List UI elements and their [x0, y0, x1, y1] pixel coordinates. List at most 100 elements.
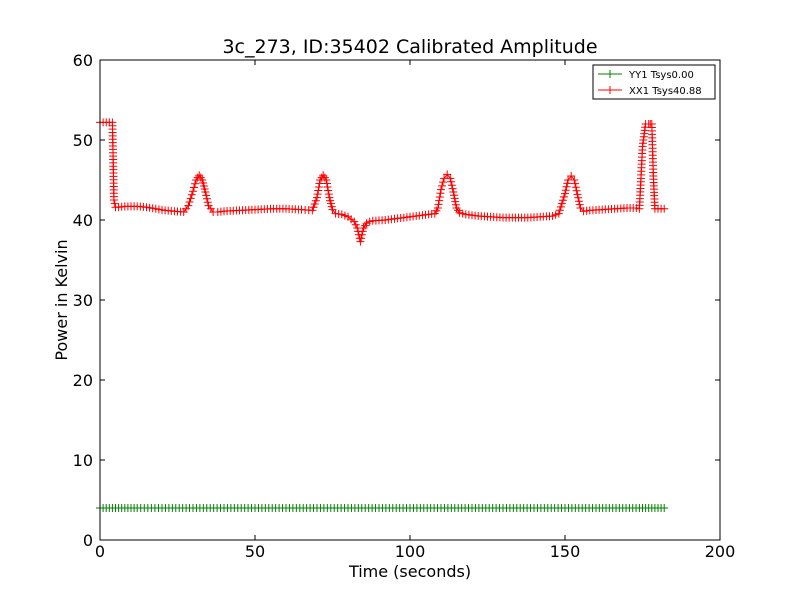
data-marker [561, 186, 570, 195]
y-tick-label: 0 [83, 531, 93, 550]
data-marker [660, 204, 669, 213]
data-marker [554, 209, 563, 218]
data-marker [313, 193, 321, 202]
data-marker [308, 206, 317, 215]
data-marker [190, 183, 199, 192]
x-tick-label: 0 [95, 542, 105, 561]
data-marker [575, 200, 584, 209]
data-marker [313, 190, 322, 199]
data-marker [187, 190, 196, 199]
y-tick-label: 20 [73, 371, 93, 390]
data-marker [436, 189, 445, 198]
data-marker [660, 504, 669, 512]
data-marker [184, 201, 193, 210]
data-marker [191, 179, 200, 188]
data-marker [573, 190, 582, 199]
data-marker [571, 179, 580, 188]
data-marker [434, 200, 443, 209]
y-tick-label: 60 [73, 51, 93, 70]
data-marker [351, 220, 360, 229]
data-marker [435, 192, 444, 201]
legend-marker [606, 86, 614, 94]
data-marker [447, 177, 456, 186]
data-marker [446, 174, 455, 183]
series-yy1 [96, 504, 669, 512]
data-marker [203, 198, 212, 207]
data-marker [556, 202, 565, 211]
data-marker [110, 199, 119, 208]
plot-background [100, 60, 720, 540]
x-tick-label: 100 [395, 542, 426, 561]
data-marker [447, 181, 456, 190]
x-tick-label: 150 [550, 542, 581, 561]
data-marker [571, 183, 580, 192]
data-marker [202, 194, 211, 203]
data-marker [555, 206, 564, 215]
data-marker [574, 197, 583, 206]
data-marker [570, 176, 579, 184]
chart-title: 3c_273, ID:35402 Calibrated Amplitude [222, 36, 597, 58]
y-tick-label: 50 [73, 131, 93, 150]
data-marker [450, 191, 459, 200]
data-marker [310, 200, 319, 208]
data-marker [311, 196, 320, 205]
axes-frame [99, 59, 721, 541]
data-marker [322, 179, 331, 188]
data-marker [315, 179, 324, 188]
data-marker [186, 194, 195, 203]
data-marker [356, 237, 365, 246]
data-marker [314, 183, 323, 192]
data-marker [572, 186, 581, 195]
data-marker [558, 196, 567, 205]
data-marker [574, 193, 583, 202]
legend-marker [606, 70, 614, 78]
data-marker [433, 204, 442, 212]
data-marker [559, 192, 568, 201]
legend-label: YY1 Tsys0.00 [628, 70, 694, 81]
data-marker [450, 194, 459, 203]
series-xx1 [96, 118, 669, 246]
y-tick-label: 10 [73, 451, 93, 470]
y-axis-title: Power in Kelvin [52, 239, 71, 360]
data-marker [189, 187, 197, 196]
legend-frame [592, 64, 716, 100]
data-marker [201, 188, 210, 196]
data-marker [324, 190, 333, 199]
data-marker [451, 197, 460, 206]
series-layer [96, 118, 669, 512]
data-marker [324, 186, 333, 195]
x-tick-label: 200 [705, 542, 736, 561]
x-tick-label: 50 [245, 542, 265, 561]
data-marker [449, 188, 458, 196]
data-marker [314, 186, 323, 195]
x-axis-title: Time (seconds) [348, 562, 471, 581]
data-marker [451, 200, 460, 209]
data-marker [438, 181, 447, 190]
data-marker [435, 196, 444, 205]
data-marker [357, 234, 366, 243]
data-marker [109, 196, 118, 204]
data-marker [437, 185, 445, 194]
data-marker [439, 178, 448, 187]
y-tick-label: 30 [73, 291, 93, 310]
legend-entry: YY1 Tsys0.00 [598, 70, 694, 81]
data-marker [358, 227, 367, 236]
y-tick-label: 40 [73, 211, 93, 230]
data-marker [561, 189, 569, 198]
data-marker [563, 179, 572, 188]
data-marker [557, 199, 566, 208]
data-marker [309, 203, 318, 212]
data-marker [323, 183, 332, 192]
plot-area [96, 59, 721, 541]
data-marker [202, 191, 211, 200]
data-marker [185, 198, 194, 206]
data-marker [350, 217, 359, 226]
legend: YY1 Tsys0.00 XX1 Tsys40.88 [592, 64, 716, 100]
data-marker [448, 184, 457, 193]
data-marker [562, 182, 571, 191]
legend-label: XX1 Tsys40.88 [629, 86, 702, 97]
data-marker [357, 230, 366, 239]
data-marker [322, 176, 331, 184]
legend-entry: XX1 Tsys40.88 [598, 86, 702, 97]
